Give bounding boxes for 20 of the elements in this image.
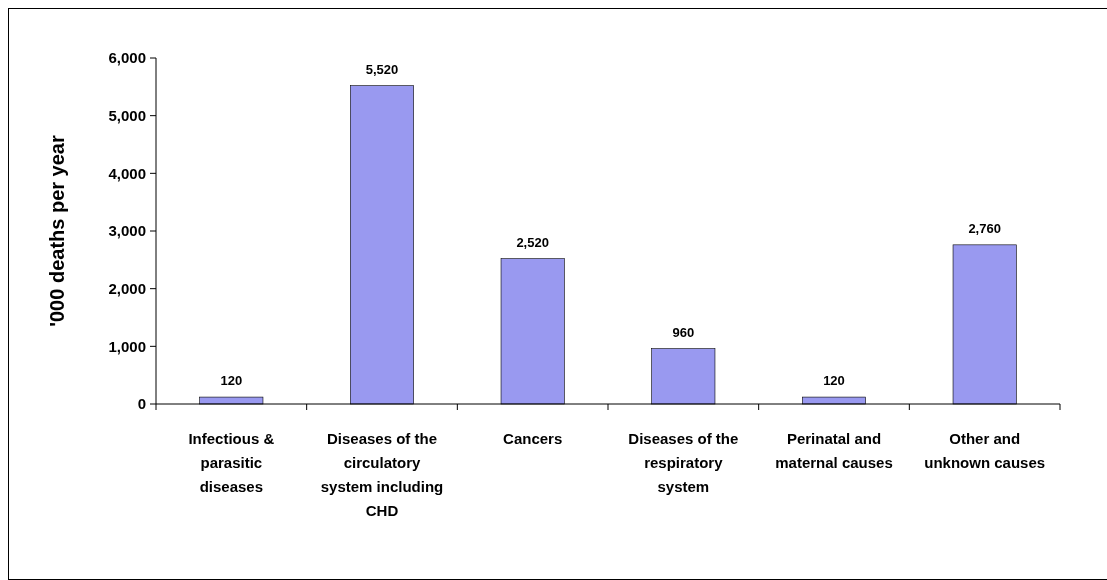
data-label: 960	[672, 324, 695, 340]
x-tick-label: Diseases of the circulatory system including CHD	[320, 430, 444, 519]
y-tick-label: 0	[137, 395, 146, 413]
data-label: 2,520	[516, 234, 549, 250]
data-label: 120	[220, 373, 243, 389]
x-tick-label: Infectious & parasitic diseases	[188, 430, 275, 495]
y-axis-title: '000 deaths per year	[46, 135, 68, 327]
y-tick-label: 4,000	[108, 164, 146, 182]
y-tick-label: 3,000	[108, 222, 146, 240]
y-tick-label: 6,000	[108, 49, 146, 67]
y-tick-label: 2,000	[108, 279, 146, 297]
data-label: 5,520	[365, 61, 399, 77]
x-tick-label: Cancers	[503, 430, 563, 447]
y-tick-label: 1,000	[108, 337, 146, 355]
x-tick-label: Other and unknown causes	[924, 430, 1046, 471]
x-tick-label: Diseases of the respiratory system	[628, 430, 739, 495]
x-tick-label: Perinatal and maternal causes	[775, 430, 893, 471]
y-tick-label: 5,000	[108, 106, 146, 124]
data-label: 2,760	[968, 220, 1001, 236]
data-label: 120	[823, 373, 845, 389]
